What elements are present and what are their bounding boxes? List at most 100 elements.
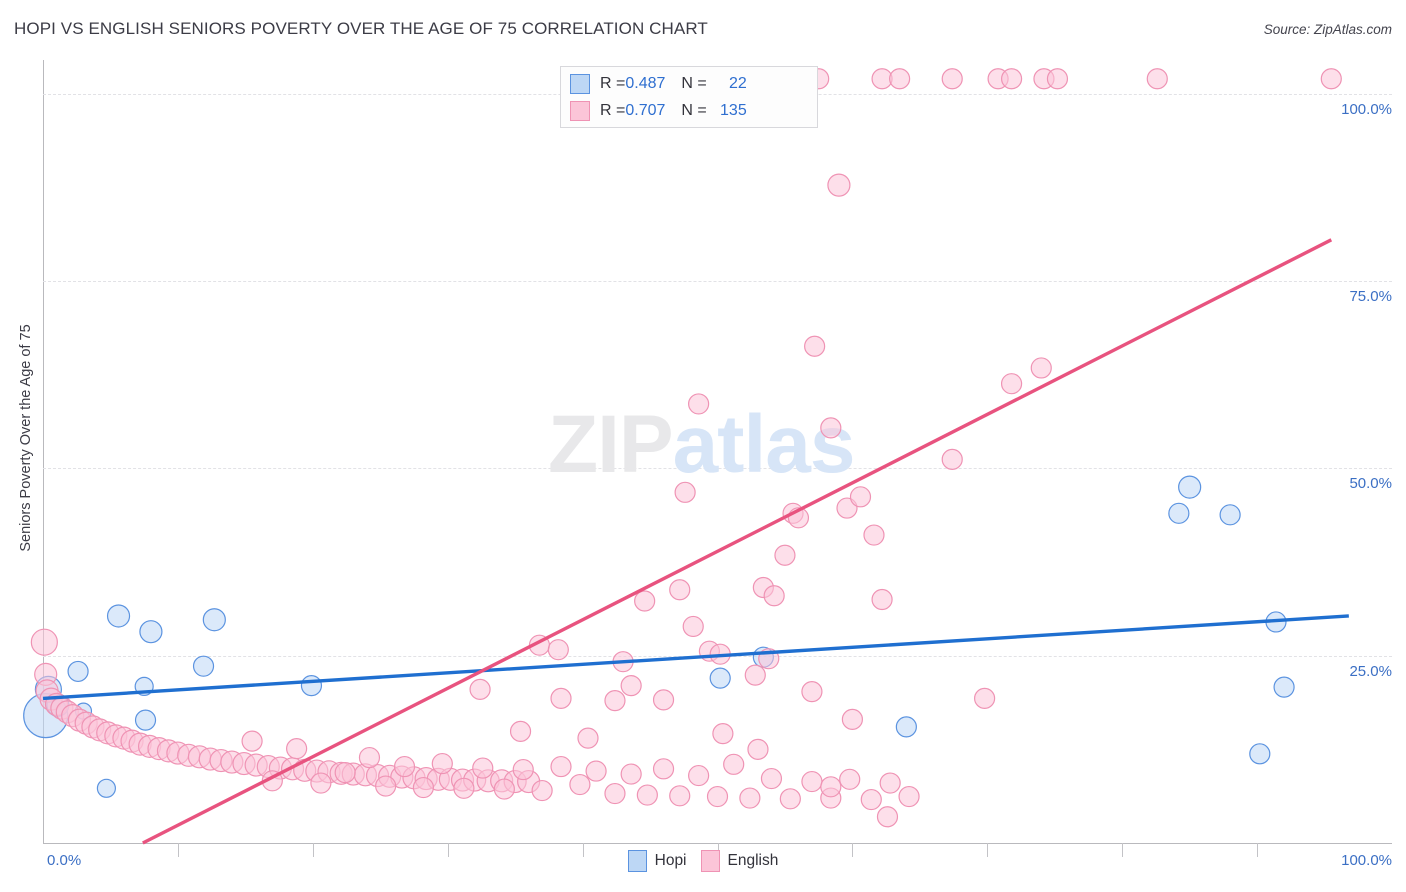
data-point[interactable] (512, 758, 534, 781)
data-point[interactable] (358, 746, 381, 769)
data-point[interactable] (620, 675, 642, 697)
data-point[interactable] (860, 788, 882, 811)
data-point[interactable] (375, 775, 397, 797)
data-point[interactable] (493, 778, 515, 800)
data-point[interactable] (1000, 373, 1023, 395)
data-point[interactable] (941, 68, 963, 90)
data-point[interactable] (96, 778, 117, 798)
data-point[interactable] (412, 776, 435, 799)
data-point[interactable] (652, 758, 675, 780)
plot-area (23, 60, 1392, 845)
stats-legend-row-english: R = 0.707 N = 135 (570, 98, 747, 124)
data-point[interactable] (688, 764, 710, 787)
data-point[interactable] (585, 760, 607, 782)
gridline-500 (43, 468, 1392, 470)
series-points-english (30, 68, 1342, 828)
data-point[interactable] (871, 588, 893, 611)
x-axis-tick (1122, 843, 1124, 857)
data-point[interactable] (1146, 68, 1168, 90)
data-point[interactable] (889, 68, 911, 90)
data-point[interactable] (801, 770, 823, 793)
series-swatch-hopi-icon (627, 850, 647, 872)
data-point[interactable] (431, 752, 453, 775)
data-point[interactable] (286, 737, 308, 760)
data-point[interactable] (895, 716, 917, 738)
data-point[interactable] (604, 782, 626, 805)
data-point[interactable] (1320, 68, 1342, 90)
data-point[interactable] (739, 787, 761, 809)
data-point[interactable] (1249, 743, 1271, 765)
data-point[interactable] (1030, 357, 1052, 379)
x-axis-tick (1257, 843, 1259, 857)
data-point[interactable] (1178, 475, 1202, 499)
y-axis-label-750: 75.0% (1349, 288, 1392, 306)
data-point[interactable] (898, 785, 920, 808)
data-point[interactable] (547, 639, 569, 661)
data-point[interactable] (30, 628, 58, 656)
data-point[interactable] (550, 687, 572, 709)
data-point[interactable] (472, 757, 494, 779)
data-point[interactable] (453, 777, 475, 799)
trendline-english (142, 238, 1333, 845)
data-point[interactable] (839, 768, 861, 790)
data-point[interactable] (1219, 504, 1241, 526)
data-point[interactable] (876, 806, 899, 828)
data-point[interactable] (747, 738, 769, 760)
series-legend-item-english[interactable]: English (700, 850, 778, 872)
data-point[interactable] (723, 753, 745, 775)
data-point[interactable] (820, 417, 842, 439)
data-point[interactable] (569, 773, 591, 796)
gridline-750 (43, 281, 1392, 283)
data-point[interactable] (669, 579, 691, 601)
data-point[interactable] (334, 761, 356, 784)
data-point[interactable] (652, 689, 675, 711)
data-point[interactable] (688, 393, 710, 415)
data-point[interactable] (841, 708, 864, 730)
data-point[interactable] (712, 723, 734, 745)
data-point[interactable] (820, 776, 842, 798)
data-point[interactable] (1168, 502, 1190, 524)
data-point[interactable] (620, 763, 642, 785)
data-point[interactable] (674, 481, 696, 503)
data-point[interactable] (669, 785, 691, 807)
data-point[interactable] (634, 590, 656, 612)
data-point[interactable] (192, 655, 215, 677)
data-point[interactable] (974, 687, 996, 709)
series-legend-item-hopi[interactable]: Hopi (627, 850, 687, 872)
data-point[interactable] (1273, 676, 1295, 698)
data-point[interactable] (604, 690, 626, 712)
data-point[interactable] (139, 620, 163, 644)
data-point[interactable] (67, 660, 89, 683)
data-point[interactable] (827, 173, 851, 197)
data-point[interactable] (636, 784, 658, 806)
data-point[interactable] (682, 615, 704, 638)
data-point[interactable] (801, 681, 823, 703)
data-point[interactable] (202, 608, 226, 632)
data-point[interactable] (300, 675, 323, 697)
data-point[interactable] (134, 709, 157, 731)
data-point[interactable] (577, 727, 599, 749)
data-point[interactable] (804, 335, 826, 357)
data-point[interactable] (774, 544, 796, 566)
data-point[interactable] (849, 486, 872, 508)
data-point[interactable] (879, 772, 901, 794)
data-point[interactable] (706, 785, 729, 808)
data-point[interactable] (310, 772, 332, 794)
data-point[interactable] (509, 720, 532, 742)
data-point[interactable] (760, 767, 783, 790)
data-point[interactable] (863, 524, 885, 546)
data-point[interactable] (941, 448, 963, 470)
data-point[interactable] (779, 788, 801, 810)
data-point[interactable] (106, 604, 131, 628)
data-point[interactable] (531, 779, 553, 802)
data-point[interactable] (744, 664, 766, 686)
data-point[interactable] (393, 755, 416, 778)
data-point[interactable] (709, 667, 731, 689)
data-point[interactable] (763, 585, 785, 607)
data-point[interactable] (1046, 68, 1069, 90)
data-point[interactable] (550, 755, 572, 778)
data-point[interactable] (241, 730, 263, 752)
data-point[interactable] (1000, 68, 1023, 90)
x-axis-tick (987, 843, 989, 857)
data-point[interactable] (469, 678, 491, 700)
